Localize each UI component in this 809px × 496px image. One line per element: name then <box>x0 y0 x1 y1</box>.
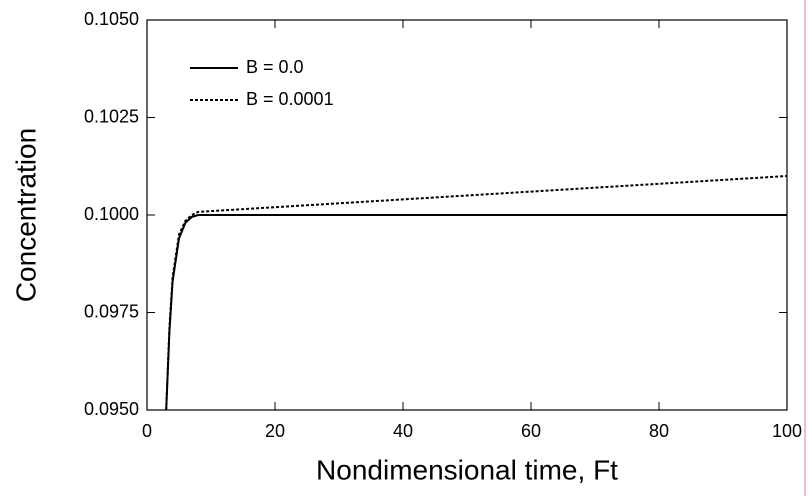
y-tick-label: 0.1050 <box>84 9 139 29</box>
legend-label: B = 0.0001 <box>246 89 334 109</box>
y-tick-label: 0.0975 <box>84 301 139 321</box>
y-tick-label: 0.1025 <box>84 106 139 126</box>
x-tick-label: 20 <box>265 421 285 441</box>
series-line <box>165 214 787 411</box>
y-tick-label: 0.0950 <box>84 399 139 419</box>
legend-label: B = 0.0 <box>246 57 304 77</box>
x-axis-label: Nondimensional time, Ft <box>316 454 618 485</box>
y-tick-label: 0.1000 <box>84 204 139 224</box>
x-tick-label: 60 <box>521 421 541 441</box>
x-tick-label: 80 <box>649 421 669 441</box>
x-tick-label: 0 <box>142 421 152 441</box>
x-tick-label: 100 <box>772 421 802 441</box>
y-axis-label: Concentration <box>10 128 41 302</box>
series-line <box>165 175 788 411</box>
x-tick-label: 40 <box>393 421 413 441</box>
